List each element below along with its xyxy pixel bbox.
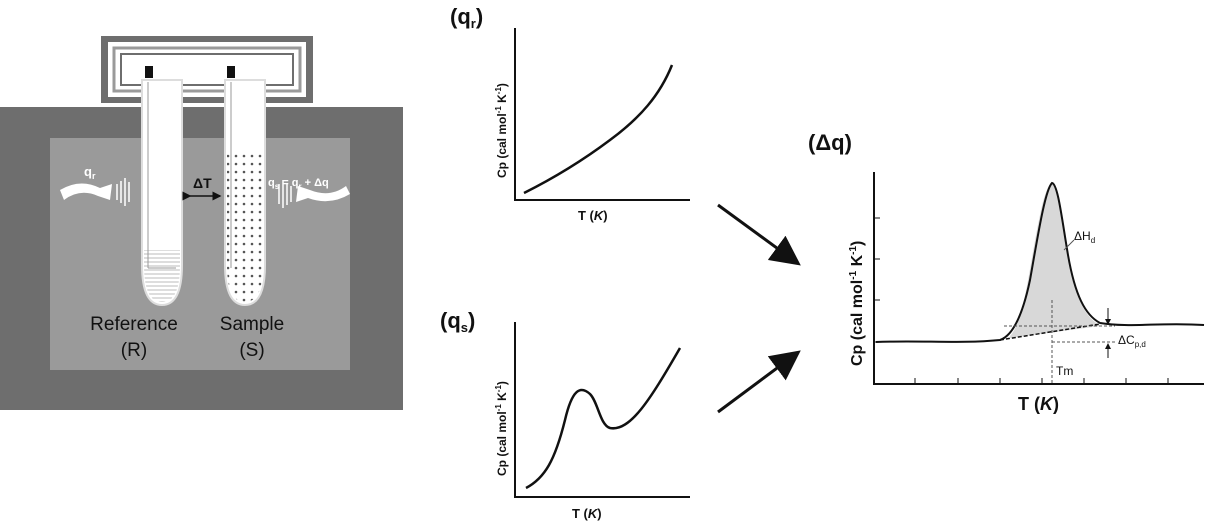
arrow-qr-to-dq: [717, 203, 801, 266]
heat-arrow-left: [60, 183, 112, 200]
delta-t-label: ΔT: [193, 175, 212, 191]
reference-label: Reference: [90, 314, 178, 335]
panel-dq-title: (Δq): [808, 130, 852, 155]
panel-dq-x-ticks: [914, 378, 1169, 384]
arrow-qs-to-dq: [717, 350, 801, 414]
reference-abbr: (R): [121, 340, 147, 361]
calorimeter-apparatus: [0, 36, 403, 410]
panel-dq-curve: [875, 181, 1205, 343]
inner-chamber: [50, 138, 350, 370]
panel-qs-xlabel: T (K): [572, 506, 602, 521]
panel-dq-ann-dh: ΔHd: [1074, 229, 1095, 245]
qs-equation: qs = qr + Δq: [268, 177, 329, 191]
panel-qr-curve: [523, 64, 674, 195]
panel-qr-xlabel: T (K): [578, 208, 608, 223]
panel-dq-ann-tm: Tm: [1056, 364, 1073, 378]
panel-dq-ylabel: Cp (cal mol-1 K-1): [848, 241, 866, 366]
sample-abbr: (S): [239, 340, 264, 361]
panel-qs: (qs) Cp (cal mol-1 K-1) T (K): [440, 308, 690, 521]
panel-qs-ylabel: Cp (cal mol-1 K-1): [494, 381, 509, 476]
panel-dq-baseline: [999, 323, 1101, 341]
panel-qr: (qr) Cp (cal mol-1 K-1) T (K): [450, 4, 690, 223]
sample-label: Sample: [220, 314, 284, 335]
panel-dq-ann-dcp: ΔCp,d: [1118, 333, 1146, 349]
panel-dq-peak-area: [1010, 182, 1100, 338]
reference-cell: [141, 79, 183, 307]
panel-dq: (Δq) ΔHd ΔCp,d Tm Cp (cal mol-1 K-1) T (…: [808, 130, 1205, 414]
panel-qr-title: (qr): [450, 4, 483, 31]
panel-qr-ylabel: Cp (cal mol-1 K-1): [494, 83, 509, 178]
qr-label: qr: [84, 164, 96, 181]
panel-qs-curve: [525, 347, 682, 490]
panel-dq-xlabel: T (K): [1018, 394, 1059, 414]
panel-qs-title: (qs): [440, 308, 475, 335]
heat-arrow-right: [296, 186, 350, 202]
